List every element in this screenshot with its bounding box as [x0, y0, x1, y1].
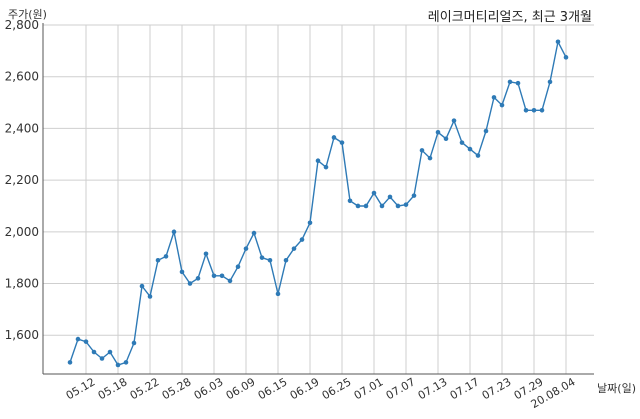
y-tick-label: 1,800 — [5, 277, 39, 291]
x-tick-label: 06.19 — [288, 375, 322, 402]
data-point — [203, 251, 209, 257]
data-point — [227, 278, 233, 284]
data-point — [339, 140, 345, 145]
data-point — [515, 80, 521, 86]
data-point — [379, 203, 385, 209]
data-point — [451, 118, 457, 123]
data-point — [147, 294, 153, 299]
data-point — [67, 360, 73, 365]
data-point — [499, 102, 505, 108]
data-point — [347, 198, 353, 204]
x-tick-label: 05.22 — [128, 375, 162, 402]
data-point — [275, 291, 281, 297]
data-point — [411, 193, 417, 198]
data-point — [91, 349, 97, 355]
data-point — [115, 362, 121, 368]
data-point — [355, 203, 361, 209]
data-point — [235, 264, 241, 270]
data-point — [547, 79, 553, 85]
data-point — [83, 339, 89, 344]
data-point — [243, 246, 249, 251]
data-point — [187, 281, 193, 286]
x-tick-label: 05.12 — [64, 375, 98, 402]
data-point — [155, 257, 161, 263]
x-tick-label: 07.17 — [448, 375, 482, 402]
data-point — [259, 255, 265, 260]
data-point — [75, 336, 81, 342]
data-point — [395, 203, 401, 209]
data-point — [531, 108, 537, 113]
x-tick-label: 06.03 — [192, 375, 226, 402]
data-point — [171, 229, 177, 235]
data-point — [195, 276, 201, 281]
data-point — [387, 194, 393, 200]
data-point — [539, 108, 545, 113]
x-tick-label: 06.15 — [256, 375, 290, 402]
data-point — [315, 158, 321, 164]
data-point — [107, 349, 113, 355]
data-point — [123, 360, 129, 365]
y-tick-label: 2,800 — [5, 18, 39, 32]
data-point — [251, 230, 257, 236]
data-point — [99, 356, 105, 361]
data-point — [371, 190, 377, 196]
data-point — [139, 283, 145, 289]
data-point — [483, 128, 489, 134]
x-tick-label: 06.09 — [224, 375, 258, 402]
data-point — [131, 340, 137, 346]
x-tick-label: 07.13 — [416, 375, 450, 402]
data-point — [307, 220, 313, 226]
data-point — [507, 79, 513, 85]
data-point — [491, 95, 497, 100]
x-tick-label: 07.01 — [352, 375, 386, 402]
data-point — [179, 269, 185, 275]
y-tick-label: 1,600 — [5, 328, 39, 342]
data-point — [555, 39, 561, 45]
data-point — [283, 257, 289, 263]
data-point — [475, 153, 481, 158]
data-point — [467, 146, 473, 152]
x-tick-label: 05.18 — [96, 375, 130, 402]
x-tick-label: 06.25 — [320, 375, 354, 402]
x-tick-label: 07.23 — [480, 375, 514, 402]
y-axis-label: 주가(원) — [8, 8, 47, 21]
data-point — [331, 135, 337, 140]
x-tick-label: 05.28 — [160, 375, 194, 402]
y-tick-label: 2,000 — [5, 225, 39, 239]
y-tick-label: 2,600 — [5, 70, 39, 84]
price-line — [69, 39, 567, 366]
data-point — [459, 140, 465, 145]
data-point — [403, 202, 409, 207]
data-point — [443, 136, 449, 142]
x-tick-label: 07.07 — [384, 375, 418, 402]
x-axis-label: 날짜(일) — [597, 382, 636, 395]
data-point — [299, 237, 305, 242]
data-point — [323, 164, 329, 170]
data-point — [523, 108, 529, 113]
data-point — [219, 273, 225, 279]
data-point — [267, 257, 273, 263]
data-point — [291, 246, 297, 251]
y-tick-label: 2,200 — [5, 173, 39, 187]
chart-title: 레이크머티리얼즈, 최근 3개월 — [427, 10, 592, 25]
data-point — [363, 203, 369, 209]
data-point — [419, 148, 425, 153]
data-point — [211, 273, 217, 279]
data-point — [563, 55, 569, 60]
data-point — [427, 155, 433, 161]
y-tick-label: 2,400 — [5, 121, 39, 135]
data-point — [435, 129, 441, 135]
data-point — [163, 254, 169, 259]
